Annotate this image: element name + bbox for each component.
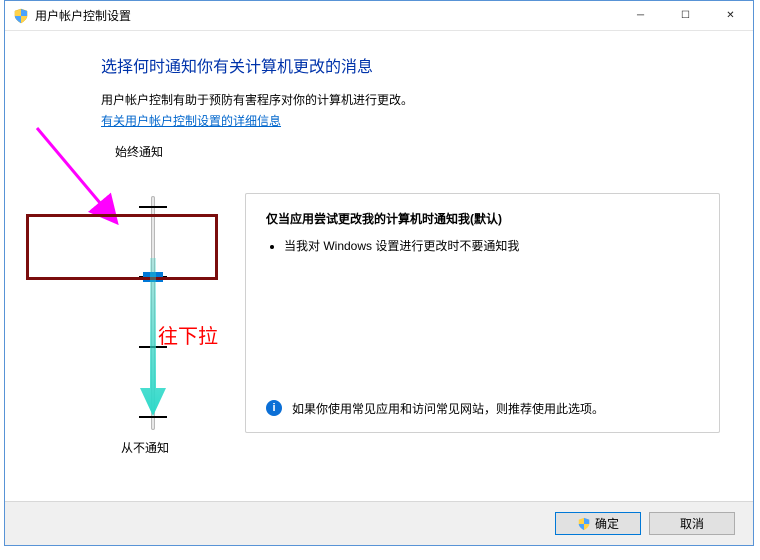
ok-button-label: 确定 bbox=[595, 515, 619, 532]
slider-tick bbox=[139, 206, 167, 208]
level-bullet-list: 当我对 Windows 设置进行更改时不要通知我 bbox=[284, 237, 701, 254]
maximize-button[interactable]: ☐ bbox=[663, 1, 708, 30]
info-icon: i bbox=[266, 400, 282, 416]
window-controls: ─ ☐ ✕ bbox=[618, 1, 753, 30]
cancel-button-label: 取消 bbox=[680, 515, 704, 532]
level-bullet: 当我对 Windows 设置进行更改时不要通知我 bbox=[284, 237, 701, 254]
ok-button[interactable]: 确定 bbox=[555, 512, 641, 535]
slider-top-label: 始终通知 bbox=[115, 143, 723, 160]
recommendation-text: 如果你使用常见应用和访问常见网站，则推荐使用此选项。 bbox=[292, 400, 705, 418]
page-heading: 选择何时通知你有关计算机更改的消息 bbox=[101, 53, 723, 77]
cancel-button[interactable]: 取消 bbox=[649, 512, 735, 535]
close-button[interactable]: ✕ bbox=[708, 1, 753, 30]
slider-tick bbox=[139, 416, 167, 418]
recommendation-row: i 如果你使用常见应用和访问常见网站，则推荐使用此选项。 bbox=[266, 400, 705, 418]
slider-track bbox=[151, 196, 155, 430]
slider-bottom-label: 从不通知 bbox=[121, 439, 169, 456]
notification-slider[interactable] bbox=[133, 196, 173, 430]
level-description-panel: 仅当应用尝试更改我的计算机时通知我(默认) 当我对 Windows 设置进行更改… bbox=[245, 193, 720, 433]
shield-icon bbox=[577, 517, 591, 531]
more-info-link[interactable]: 有关用户帐户控制设置的详细信息 bbox=[101, 112, 281, 129]
window-title: 用户帐户控制设置 bbox=[35, 7, 618, 24]
level-title: 仅当应用尝试更改我的计算机时通知我(默认) bbox=[266, 210, 701, 227]
content-area: 选择何时通知你有关计算机更改的消息 用户帐户控制有助于预防有害程序对你的计算机进… bbox=[5, 31, 753, 501]
slider-tick bbox=[139, 346, 167, 348]
shield-icon bbox=[13, 8, 29, 24]
page-description: 用户帐户控制有助于预防有害程序对你的计算机进行更改。 bbox=[101, 91, 723, 108]
minimize-button[interactable]: ─ bbox=[618, 1, 663, 30]
button-bar: 确定 取消 bbox=[5, 501, 753, 545]
titlebar: 用户帐户控制设置 ─ ☐ ✕ bbox=[5, 1, 753, 31]
slider-thumb[interactable] bbox=[143, 272, 163, 282]
uac-window: 用户帐户控制设置 ─ ☐ ✕ 选择何时通知你有关计算机更改的消息 用户帐户控制有… bbox=[4, 0, 754, 546]
